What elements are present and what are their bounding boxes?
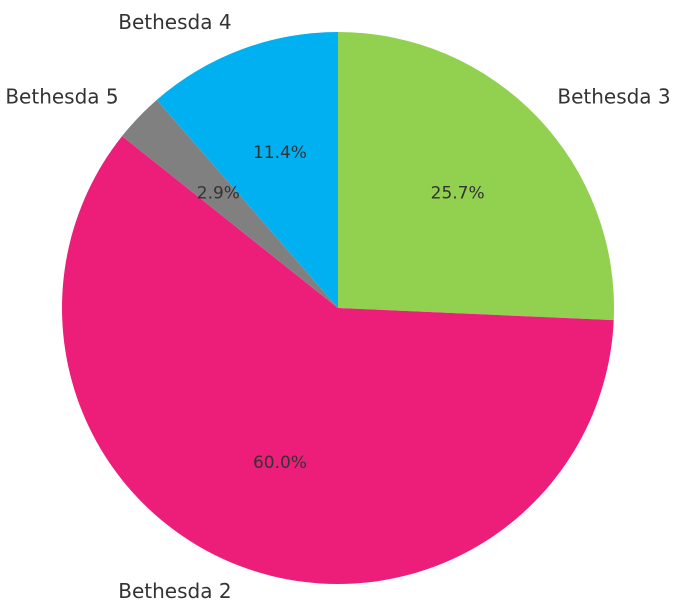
pie-slice: [338, 32, 614, 321]
pie-slice: [61, 136, 614, 584]
percent-label: 60.0%: [253, 453, 307, 473]
percent-label: 11.4%: [253, 143, 307, 163]
slice-label: Bethesda 2: [118, 579, 231, 603]
percent-label: 25.7%: [431, 184, 485, 204]
slice-label: Bethesda 5: [5, 85, 118, 109]
slice-label: Bethesda 4: [118, 10, 231, 34]
pie-slice: [122, 99, 338, 308]
pie-slice: [156, 32, 338, 308]
slice-label: Bethesda 3: [557, 85, 670, 109]
percent-label: 2.9%: [197, 184, 240, 204]
